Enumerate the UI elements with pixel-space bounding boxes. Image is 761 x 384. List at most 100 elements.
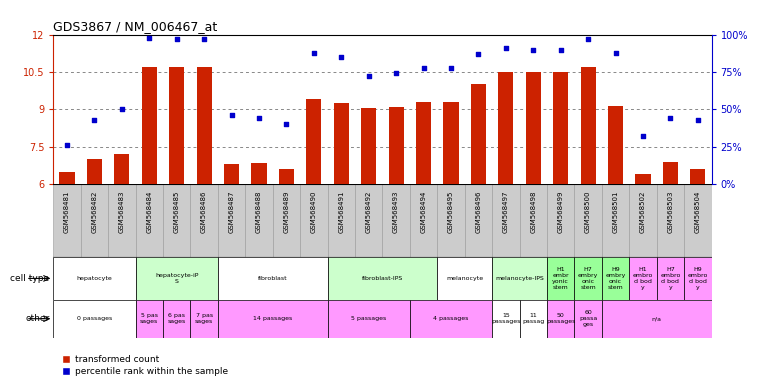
Bar [245,184,272,257]
Bar [218,257,327,300]
Text: GSM568488: GSM568488 [256,190,262,233]
Text: GSM568493: GSM568493 [393,190,399,233]
Bar [163,184,190,257]
Bar [355,184,383,257]
Text: GSM568489: GSM568489 [283,190,289,233]
Text: GSM568504: GSM568504 [695,190,701,233]
Bar [108,184,135,257]
Point [610,50,622,56]
Bar [327,184,355,257]
Bar [465,184,492,257]
Point [61,142,73,149]
Bar [251,163,266,184]
Bar [547,257,575,300]
Text: GSM568490: GSM568490 [310,190,317,233]
Text: GSM568500: GSM568500 [585,190,591,233]
Text: GSM568498: GSM568498 [530,190,537,233]
Text: H7
embro
d bod
y: H7 embro d bod y [661,267,680,290]
Point [225,113,237,119]
Bar [169,67,184,184]
Text: GSM568494: GSM568494 [421,190,427,233]
Point [390,70,403,76]
Bar [389,107,403,184]
Text: GSM568497: GSM568497 [503,190,509,233]
Text: 15
passages: 15 passages [491,313,521,324]
Bar [410,300,492,338]
Bar [684,184,712,257]
Bar [163,300,190,338]
Point [500,45,512,51]
Bar [492,300,520,338]
Text: 0 passages: 0 passages [77,316,112,321]
Bar [59,172,75,184]
Point [307,50,320,56]
Point [362,73,374,79]
Text: melanocyte: melanocyte [446,276,483,281]
Text: other: other [25,314,49,323]
Point [116,106,128,113]
Bar [142,67,157,184]
Point [637,133,649,139]
Text: 50
passages: 50 passages [546,313,575,324]
Bar [410,184,438,257]
Text: GSM568485: GSM568485 [174,190,180,233]
Bar [492,257,547,300]
Text: GSM568495: GSM568495 [448,190,454,233]
Bar [608,106,623,184]
Text: 14 passages: 14 passages [253,316,292,321]
Bar [602,257,629,300]
Text: 11
passag: 11 passag [522,313,544,324]
Bar [53,300,135,338]
Bar [684,257,712,300]
Point [692,117,704,123]
Text: 4 passages: 4 passages [433,316,469,321]
Point [170,36,183,42]
Bar [657,257,684,300]
Text: GSM568481: GSM568481 [64,190,70,233]
Bar [279,169,294,184]
Bar [629,257,657,300]
Text: 6 pas
sages: 6 pas sages [167,313,186,324]
Bar [361,108,376,184]
Text: GSM568484: GSM568484 [146,190,152,233]
Text: GSM568492: GSM568492 [366,190,371,233]
Bar [438,257,492,300]
Text: H9
embry
onic
stem: H9 embry onic stem [605,267,626,290]
Text: 5 pas
sages: 5 pas sages [140,313,158,324]
Text: n/a: n/a [651,316,661,321]
Bar [520,300,547,338]
Text: GSM568486: GSM568486 [201,190,207,233]
Bar [135,257,218,300]
Text: H9
embro
d bod
y: H9 embro d bod y [688,267,708,290]
Bar [53,257,135,300]
Bar [300,184,327,257]
Bar [383,184,410,257]
Text: H7
embry
onic
stem: H7 embry onic stem [578,267,598,290]
Bar [135,184,163,257]
Text: GSM568483: GSM568483 [119,190,125,233]
Bar [635,174,651,184]
Point [335,54,347,60]
Text: GDS3867 / NM_006467_at: GDS3867 / NM_006467_at [53,20,218,33]
Text: 7 pas
sages: 7 pas sages [195,313,213,324]
Bar [190,184,218,257]
Text: GSM568501: GSM568501 [613,190,619,233]
Bar [471,84,486,184]
Bar [438,184,465,257]
Bar [690,169,705,184]
Point [473,51,485,57]
Point [418,65,430,71]
Bar [444,102,459,184]
Text: H1
embro
d bod
y: H1 embro d bod y [633,267,653,290]
Bar [190,300,218,338]
Bar [575,300,602,338]
Text: 60
passa
ges: 60 passa ges [579,310,597,327]
Bar [581,67,596,184]
Bar [547,184,575,257]
Bar [575,184,602,257]
Text: fibroblast: fibroblast [258,276,288,281]
Bar [53,184,81,257]
Bar [306,99,321,184]
Text: cell type: cell type [11,274,49,283]
Text: GSM568502: GSM568502 [640,190,646,233]
